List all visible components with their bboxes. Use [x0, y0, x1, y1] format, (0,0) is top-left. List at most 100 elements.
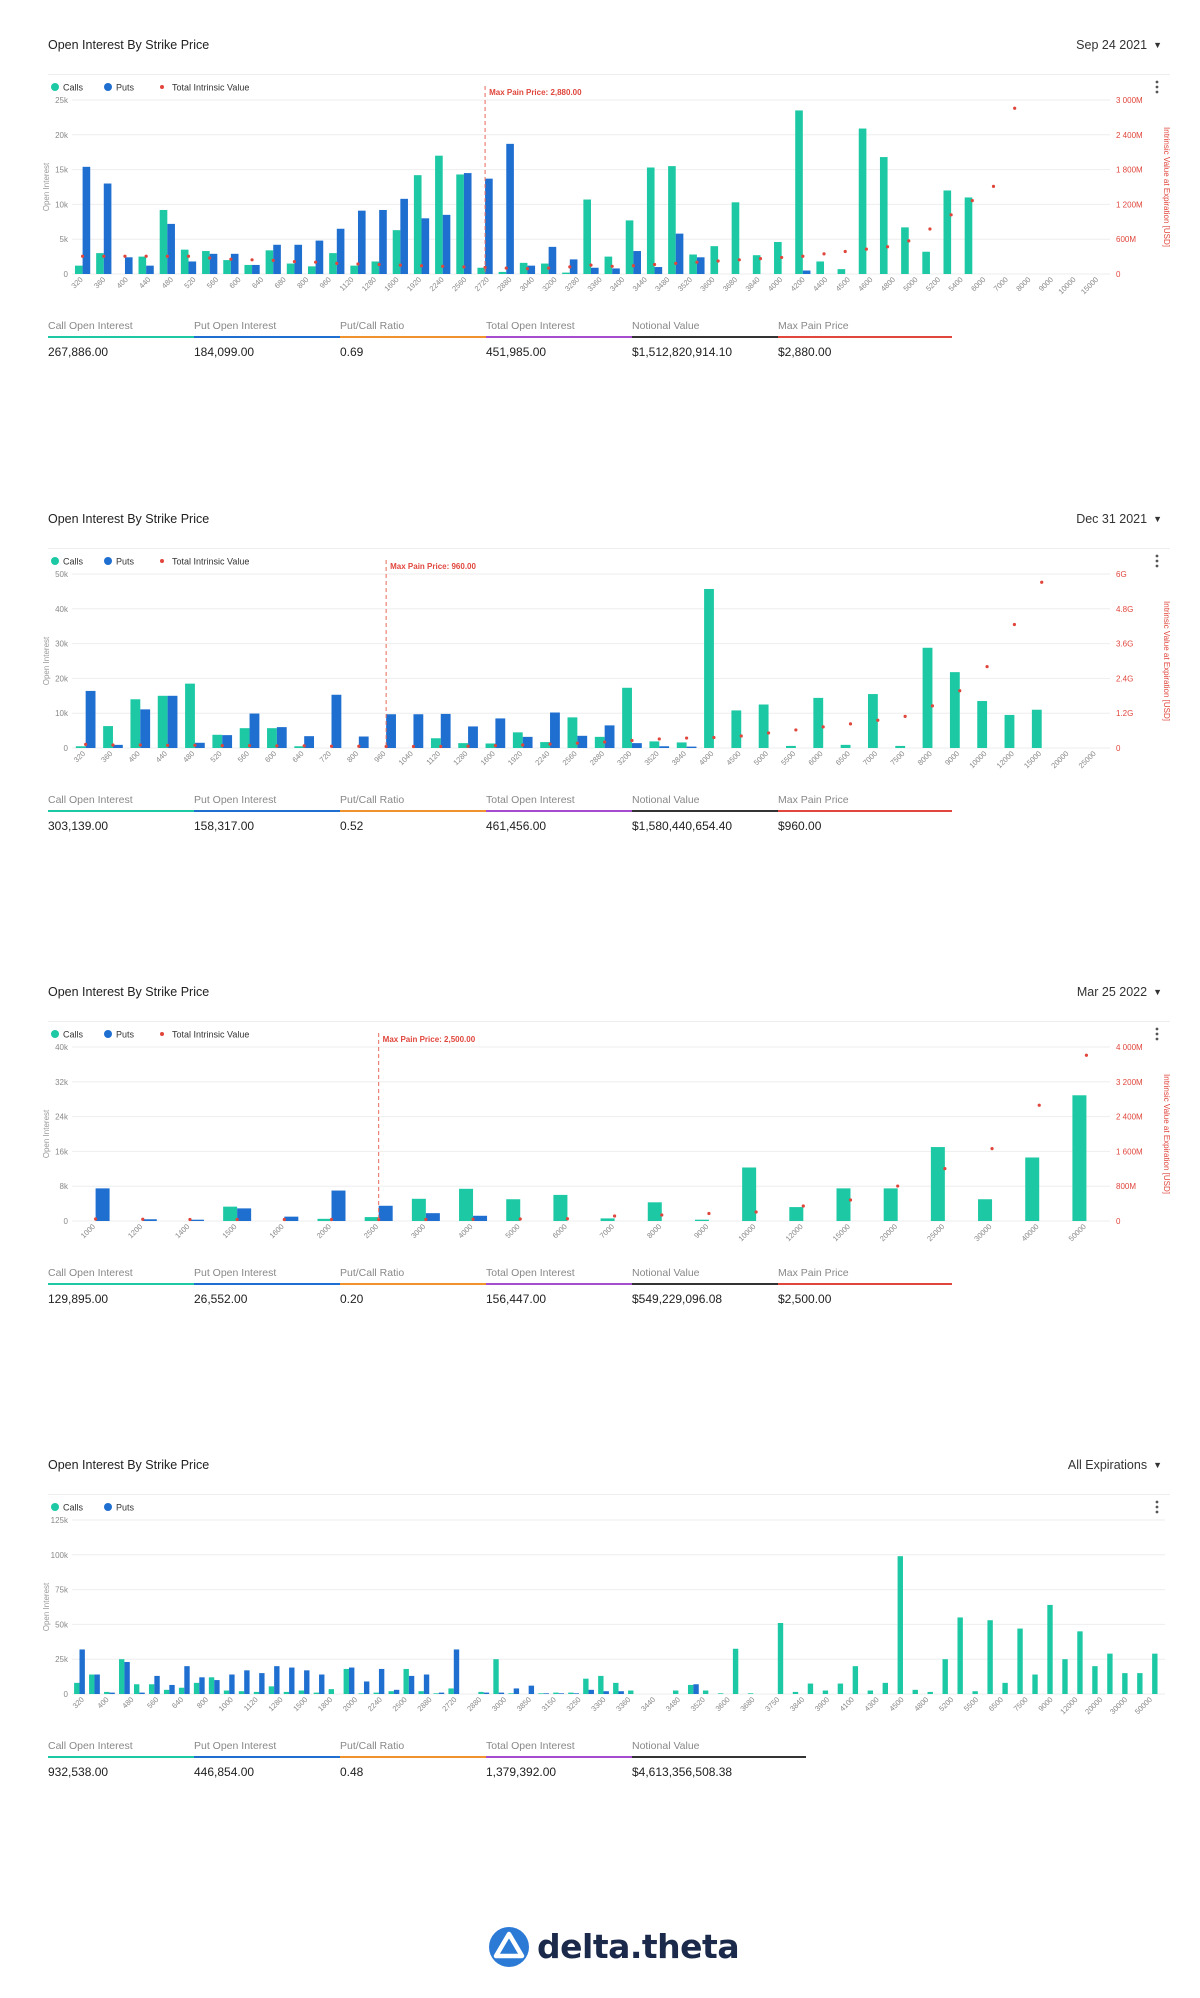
intrinsic-point[interactable]	[144, 254, 148, 258]
intrinsic-point[interactable]	[525, 267, 530, 271]
intrinsic-point[interactable]	[384, 744, 388, 749]
bar-calls[interactable]	[813, 697, 824, 748]
intrinsic-point[interactable]	[314, 260, 318, 264]
bar-calls[interactable]	[1017, 1628, 1023, 1694]
bar-calls[interactable]	[238, 1691, 245, 1694]
bar-puts[interactable]	[442, 214, 451, 274]
intrinsic-point[interactable]	[466, 744, 470, 748]
bar-calls[interactable]	[178, 1687, 185, 1694]
intrinsic-point[interactable]	[589, 263, 593, 267]
bar-calls[interactable]	[1031, 709, 1042, 748]
bar-calls[interactable]	[541, 263, 549, 274]
bar-puts[interactable]	[408, 1675, 415, 1694]
bar-puts[interactable]	[276, 727, 287, 748]
bar-puts[interactable]	[199, 1677, 205, 1694]
bar-puts[interactable]	[112, 744, 123, 748]
bar-calls[interactable]	[267, 728, 277, 748]
bar-puts[interactable]	[124, 1661, 130, 1694]
bar-calls[interactable]	[298, 1690, 305, 1694]
intrinsic-point[interactable]	[903, 714, 907, 718]
bar-calls[interactable]	[1137, 1673, 1143, 1694]
bar-calls[interactable]	[244, 264, 253, 274]
bar-calls[interactable]	[731, 710, 742, 748]
intrinsic-point[interactable]	[357, 744, 361, 748]
intrinsic-point[interactable]	[565, 1217, 570, 1221]
intrinsic-point[interactable]	[220, 743, 224, 748]
bar-calls[interactable]	[583, 1678, 589, 1694]
intrinsic-point[interactable]	[329, 744, 334, 748]
intrinsic-point[interactable]	[657, 737, 661, 741]
bar-calls[interactable]	[883, 1188, 898, 1221]
bar-calls[interactable]	[562, 272, 570, 274]
bar-puts[interactable]	[513, 1688, 520, 1694]
intrinsic-point[interactable]	[521, 743, 525, 747]
bar-puts[interactable]	[357, 210, 366, 274]
bar-calls[interactable]	[180, 249, 189, 274]
chart-legend[interactable]: Calls Puts Total Intrinsic Value	[51, 1030, 249, 1040]
bar-calls[interactable]	[1107, 1653, 1113, 1694]
intrinsic-point[interactable]	[250, 258, 254, 262]
bar-calls[interactable]	[943, 190, 952, 274]
bar-calls[interactable]	[852, 1666, 859, 1694]
intrinsic-point[interactable]	[568, 265, 572, 269]
bar-calls[interactable]	[268, 1686, 275, 1694]
intrinsic-point[interactable]	[896, 1184, 900, 1188]
bar-puts[interactable]	[413, 714, 424, 748]
intrinsic-point[interactable]	[610, 264, 614, 268]
bar-calls[interactable]	[964, 197, 973, 274]
bar-calls[interactable]	[538, 1693, 544, 1694]
bar-puts[interactable]	[79, 1649, 85, 1694]
intrinsic-point[interactable]	[377, 262, 381, 267]
intrinsic-point[interactable]	[166, 743, 170, 747]
bar-puts[interactable]	[577, 735, 588, 748]
bar-calls[interactable]	[649, 741, 660, 748]
bar-calls[interactable]	[508, 1693, 514, 1694]
bar-calls[interactable]	[879, 157, 888, 274]
bar-calls[interactable]	[977, 701, 988, 748]
bar-puts[interactable]	[237, 1208, 252, 1221]
intrinsic-point[interactable]	[398, 263, 402, 267]
bar-calls[interactable]	[157, 695, 168, 748]
intrinsic-point[interactable]	[758, 257, 763, 261]
bar-calls[interactable]	[1092, 1666, 1098, 1694]
bar-puts[interactable]	[612, 268, 620, 274]
bar-puts[interactable]	[184, 1666, 190, 1694]
intrinsic-point[interactable]	[292, 259, 297, 264]
bar-calls[interactable]	[927, 1691, 933, 1694]
bar-calls[interactable]	[456, 174, 464, 274]
intrinsic-point[interactable]	[80, 254, 85, 258]
intrinsic-point[interactable]	[111, 743, 115, 747]
bar-puts[interactable]	[548, 246, 557, 274]
bar-calls[interactable]	[350, 265, 358, 274]
intrinsic-point[interactable]	[229, 257, 233, 261]
bar-calls[interactable]	[689, 254, 697, 274]
bar-calls[interactable]	[897, 1556, 903, 1694]
intrinsic-point[interactable]	[885, 245, 890, 249]
intrinsic-point[interactable]	[822, 252, 826, 256]
expiration-select[interactable]: All Expirations ▼	[1068, 1458, 1162, 1472]
chart-legend[interactable]: Calls Puts	[51, 1503, 135, 1513]
bar-calls[interactable]	[448, 1688, 454, 1694]
bar-calls[interactable]	[553, 1692, 559, 1694]
intrinsic-point[interactable]	[612, 1214, 617, 1218]
bar-calls[interactable]	[193, 1682, 200, 1694]
bar-puts[interactable]	[142, 1219, 157, 1221]
intrinsic-point[interactable]	[123, 254, 127, 258]
bar-puts[interactable]	[95, 1188, 110, 1221]
intrinsic-point[interactable]	[928, 227, 932, 231]
bar-calls[interactable]	[430, 738, 441, 748]
intrinsic-point[interactable]	[471, 1217, 475, 1221]
bar-calls[interactable]	[294, 746, 305, 748]
intrinsic-point[interactable]	[801, 1204, 805, 1208]
bar-calls[interactable]	[972, 1691, 978, 1694]
bar-calls[interactable]	[1032, 1674, 1038, 1694]
bar-calls[interactable]	[411, 1198, 426, 1221]
bar-calls[interactable]	[343, 1668, 349, 1694]
intrinsic-point[interactable]	[848, 1198, 853, 1202]
intrinsic-point[interactable]	[462, 265, 466, 269]
bar-puts[interactable]	[659, 746, 670, 748]
bar-puts[interactable]	[348, 1667, 355, 1694]
bar-puts[interactable]	[304, 736, 315, 748]
bar-calls[interactable]	[459, 1188, 474, 1221]
intrinsic-point[interactable]	[483, 265, 487, 270]
